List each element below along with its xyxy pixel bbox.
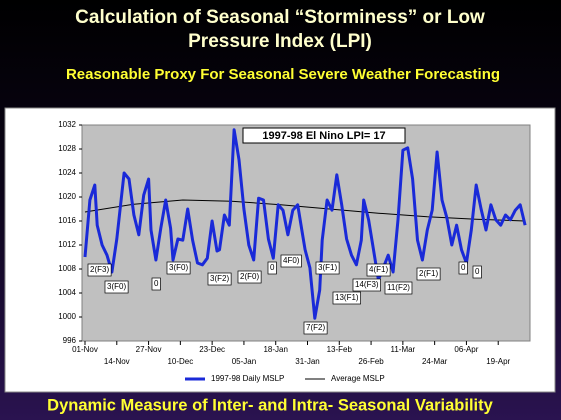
annotation: 0 <box>154 279 159 288</box>
x-tick-label: 14-Nov <box>104 357 130 366</box>
annotation: 0 <box>475 267 480 276</box>
annotation-box <box>207 272 232 286</box>
annotation-box <box>280 254 302 268</box>
annotation: 13(F1) <box>335 293 359 302</box>
y-tick-label: 1028 <box>58 144 76 153</box>
annotation-box <box>151 277 161 291</box>
x-tick-label: 31-Jan <box>295 357 319 366</box>
x-tick-label: 23-Dec <box>199 345 225 354</box>
series-line <box>84 199 526 222</box>
y-tick-label: 1004 <box>58 288 76 297</box>
annotation-box <box>237 270 262 284</box>
y-tick-label: 1016 <box>58 216 76 225</box>
annotation: 2(F1) <box>419 269 438 278</box>
annotation: 14(F3) <box>355 280 379 289</box>
annotation: 3(F0) <box>169 263 188 272</box>
x-tick-label: 18-Jan <box>263 345 287 354</box>
y-tick-label: 1020 <box>58 192 76 201</box>
annotation-box <box>87 263 112 277</box>
annotation-box <box>366 263 391 277</box>
y-tick-label: 996 <box>63 336 77 345</box>
y-tick-label: 1000 <box>58 312 76 321</box>
legend-label: Average MSLP <box>331 374 385 383</box>
inset-label: 1997-98 El Nino LPI= 17 <box>262 130 385 142</box>
x-tick-label: 13-Feb <box>327 345 353 354</box>
title-line: Calculation of Seasonal “Storminess” or … <box>75 7 485 28</box>
annotation: 11(F2) <box>387 283 410 292</box>
x-tick-label: 05-Jan <box>232 357 256 366</box>
title-line: Pressure Index (LPI) <box>188 31 372 52</box>
inset-box <box>242 127 406 144</box>
annotation-box <box>472 265 482 279</box>
annotation: 2(F3) <box>90 265 109 274</box>
annotation-box <box>384 281 413 295</box>
series-line <box>83 128 527 320</box>
x-tick-label: 11-Mar <box>390 345 415 354</box>
x-tick-label: 27-Nov <box>136 345 162 354</box>
footer: Dynamic Measure of Inter- and Intra- Sea… <box>47 396 493 414</box>
annotation-box <box>332 291 361 305</box>
annotation: 7(F2) <box>306 323 325 332</box>
x-tick-label: 10-Dec <box>167 357 193 366</box>
subtitle: Reasonable Proxy For Seasonal Severe Wea… <box>66 66 500 83</box>
annotation: 3(F1) <box>318 263 337 272</box>
annotation: 4F0) <box>283 256 300 265</box>
plot-area <box>81 124 531 342</box>
x-tick-label: 19-Apr <box>486 357 510 366</box>
annotation: 0 <box>461 263 466 272</box>
annotation-box <box>104 280 129 294</box>
x-tick-label: 26-Feb <box>358 357 384 366</box>
annotation-box <box>352 278 381 292</box>
annotation-box <box>315 261 340 275</box>
y-tick-label: 1032 <box>58 120 76 129</box>
annotation-box <box>303 321 328 335</box>
x-tick-label: 01-Nov <box>72 345 98 354</box>
annotation: 4(F1) <box>369 265 388 274</box>
x-tick-label: 24-Mar <box>422 357 448 366</box>
annotation: 0 <box>270 263 275 272</box>
annotation: 3(F2) <box>210 274 229 283</box>
annotation-box <box>267 261 277 275</box>
annotation-box <box>166 261 191 275</box>
annotation-box <box>416 267 441 281</box>
y-tick-label: 1024 <box>58 168 76 177</box>
y-tick-label: 1012 <box>58 240 76 249</box>
annotation: 2(F0) <box>240 272 259 281</box>
annotation-box <box>458 261 468 275</box>
legend-label: 1997-98 Daily MSLP <box>211 374 284 383</box>
y-tick-label: 1008 <box>58 264 76 273</box>
annotation: 3(F0) <box>107 282 126 291</box>
x-tick-label: 06-Apr <box>454 345 478 354</box>
